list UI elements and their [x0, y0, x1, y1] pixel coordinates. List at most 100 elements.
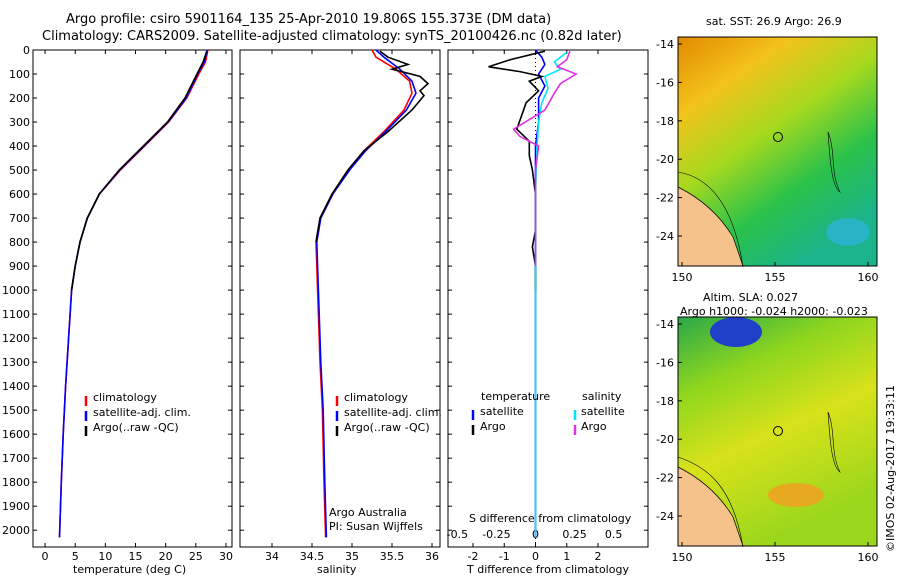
s-xlabel: salinity: [317, 563, 357, 576]
s-legend-clim: climatology: [344, 391, 408, 404]
map-ytick-label: -24: [656, 510, 674, 523]
xtick-label: -2: [468, 550, 479, 563]
sla-map: [677, 316, 878, 548]
title-line-1: Argo profile: csiro 5901164_135 25-Apr-2…: [66, 12, 552, 27]
ytick-label: 1100: [2, 308, 30, 321]
d-legend-t-sat: satellite: [480, 405, 524, 418]
plot-frame-difference-profile: [447, 49, 649, 548]
series-t-argo: [488, 50, 546, 291]
t-legend-clim: climatology: [93, 391, 157, 404]
xtick-label: 34.5: [300, 550, 325, 563]
xtick-label: -1: [499, 550, 510, 563]
ytick-label: 1300: [2, 356, 30, 369]
xtick-label: 0: [532, 550, 539, 563]
t-legend-sat: satellite-adj. clim.: [93, 406, 191, 419]
d-legend-s-argo: Argo: [581, 420, 607, 433]
sst-cool-patch: [826, 218, 870, 246]
xtick-label: 25: [189, 550, 203, 563]
s-legend-argo: Argo(..raw -QC): [344, 421, 430, 434]
series-satellite: [58, 49, 209, 538]
sla-map-frame: [677, 316, 878, 547]
credit-line-1: Argo Australia: [329, 506, 407, 519]
xtick2-label: 0.5: [605, 528, 623, 541]
t-legend-argo: Argo(..raw -QC): [93, 421, 179, 434]
xtick-label: 35.5: [380, 550, 405, 563]
plot-frame-salinity-profile: [239, 49, 441, 548]
d-legend-sal-head: salinity: [582, 390, 622, 403]
sla-high-patch: [768, 483, 824, 507]
sla-map-reef: [827, 411, 841, 473]
map-ytick-label: -14: [656, 318, 674, 331]
sla-low-patch: [710, 317, 762, 347]
xtick-label: 35: [345, 550, 359, 563]
series-t-satellite: [534, 49, 546, 538]
sst-map-frame: [677, 36, 878, 267]
sst-map-title: sat. SST: 26.9 Argo: 26.9: [706, 15, 842, 28]
d-xlabel: T difference from climatology: [467, 563, 629, 576]
ytick-label: 700: [9, 212, 30, 225]
map-xtick-label: 160: [858, 271, 879, 284]
credit-line-2: PI: Susan Wijffels: [329, 520, 423, 533]
sst-map-land: [677, 186, 744, 267]
d-legend-t-argo: Argo: [480, 420, 506, 433]
ytick-label: 800: [9, 236, 30, 249]
sla-map-argo-location: [773, 426, 783, 436]
footer-stamp: ©IMOS 02-Aug-2017 19:33:11: [884, 385, 897, 552]
ytick-label: 100: [9, 68, 30, 81]
ytick-label: 1800: [2, 476, 30, 489]
ytick-label: 2000: [2, 524, 30, 537]
sla-map-land: [677, 466, 744, 547]
ytick-label: 1900: [2, 500, 30, 513]
xtick-label: 5: [72, 550, 79, 563]
ytick-label: 0: [23, 44, 30, 57]
sst-map-reef: [827, 131, 841, 193]
xtick-label: 36: [425, 550, 439, 563]
title-line-2: Climatology: CARS2009. Satellite-adjuste…: [42, 29, 622, 44]
map-ytick-label: -24: [656, 230, 674, 243]
xtick-label: 20: [159, 550, 173, 563]
ytick-label: 900: [9, 260, 30, 273]
ytick-label: 1500: [2, 404, 30, 417]
sla-contour: [677, 456, 744, 548]
map-xtick-label: 160: [858, 551, 879, 564]
xtick-label: 10: [98, 550, 112, 563]
xtick-label: 34: [265, 550, 279, 563]
xtick-label: 30: [219, 550, 233, 563]
xtick-label: 15: [129, 550, 143, 563]
xtick-label: 2: [595, 550, 602, 563]
series-s-satellite: [534, 51, 568, 538]
map-ytick-label: -18: [656, 115, 674, 128]
ytick-label: 1200: [2, 332, 30, 345]
map-ytick-label: -16: [656, 76, 674, 89]
xtick2-label: -0.5: [447, 528, 468, 541]
xtick2-label: -0.25: [482, 528, 510, 541]
sst-map: [677, 36, 878, 268]
sst-contour: [677, 171, 744, 268]
t-xlabel: temperature (deg C): [73, 563, 187, 576]
map-ytick-label: -20: [656, 433, 674, 446]
ytick-label: 500: [9, 164, 30, 177]
map-ytick-label: -22: [656, 192, 674, 205]
xtick2-label: 0.25: [562, 528, 587, 541]
map-xtick-label: 155: [765, 271, 786, 284]
s-legend-sat: satellite-adj. clim.: [344, 406, 442, 419]
s-diff-xlabel: S difference from climatology: [469, 512, 632, 525]
series-climatology: [58, 49, 209, 538]
series-argo: [315, 50, 430, 243]
ytick-label: 200: [9, 92, 30, 105]
series-satellite: [315, 49, 417, 538]
map-ytick-label: -20: [656, 153, 674, 166]
ytick-label: 1700: [2, 452, 30, 465]
d-legend-s-sat: satellite: [581, 405, 625, 418]
map-xtick-label: 150: [672, 551, 693, 564]
ytick-label: 1000: [2, 284, 30, 297]
ytick-label: 300: [9, 116, 30, 129]
sla-map-title-1: Altim. SLA: 0.027: [703, 291, 799, 304]
ytick-label: 1600: [2, 428, 30, 441]
d-legend-temp-head: temperature: [481, 390, 551, 403]
map-xtick-label: 150: [672, 271, 693, 284]
series-argo: [70, 50, 208, 291]
map-ytick-label: -14: [656, 38, 674, 51]
map-ytick-label: -16: [656, 356, 674, 369]
